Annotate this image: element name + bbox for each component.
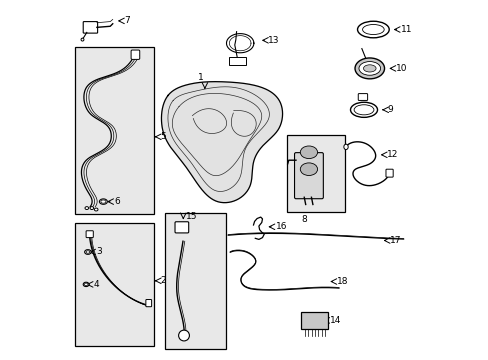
Ellipse shape: [358, 62, 380, 75]
Ellipse shape: [363, 65, 375, 72]
Ellipse shape: [300, 163, 317, 175]
Text: 16: 16: [275, 222, 286, 231]
Bar: [75, 47, 153, 214]
FancyBboxPatch shape: [145, 300, 151, 307]
Ellipse shape: [90, 207, 94, 210]
FancyBboxPatch shape: [86, 231, 93, 238]
Bar: [165, 213, 225, 349]
FancyBboxPatch shape: [83, 22, 98, 33]
Ellipse shape: [353, 105, 373, 115]
Ellipse shape: [357, 21, 388, 38]
Text: 5: 5: [160, 132, 165, 141]
Circle shape: [81, 38, 84, 41]
Ellipse shape: [99, 199, 107, 204]
Ellipse shape: [85, 207, 88, 210]
Text: 6: 6: [114, 197, 120, 206]
Ellipse shape: [94, 208, 98, 211]
Text: 14: 14: [329, 316, 340, 325]
Bar: [75, 223, 153, 346]
Bar: [301, 312, 328, 329]
FancyBboxPatch shape: [385, 169, 392, 177]
Text: 3: 3: [96, 248, 102, 256]
Text: 12: 12: [386, 150, 398, 159]
Ellipse shape: [83, 282, 89, 287]
Bar: [286, 135, 344, 212]
Circle shape: [178, 330, 189, 341]
Bar: [228, 57, 245, 65]
Ellipse shape: [343, 144, 347, 149]
Text: 4: 4: [94, 280, 99, 289]
Text: 17: 17: [389, 236, 401, 245]
Text: 15: 15: [186, 212, 197, 221]
Text: 7: 7: [123, 16, 129, 25]
Text: 1: 1: [197, 73, 203, 82]
Text: 8: 8: [301, 215, 306, 224]
Ellipse shape: [354, 58, 384, 79]
FancyBboxPatch shape: [294, 153, 323, 199]
Text: 2: 2: [160, 276, 165, 285]
Text: 13: 13: [268, 36, 279, 45]
Polygon shape: [161, 82, 282, 203]
Ellipse shape: [84, 250, 91, 254]
Ellipse shape: [350, 102, 377, 117]
Ellipse shape: [84, 283, 88, 286]
Text: 9: 9: [387, 105, 393, 114]
Ellipse shape: [101, 200, 106, 203]
Ellipse shape: [300, 146, 317, 159]
Ellipse shape: [86, 251, 89, 253]
Text: 18: 18: [336, 277, 347, 286]
FancyBboxPatch shape: [358, 94, 367, 100]
Ellipse shape: [362, 24, 384, 35]
FancyBboxPatch shape: [131, 50, 140, 59]
Text: 10: 10: [395, 64, 407, 73]
Text: 11: 11: [400, 25, 411, 34]
FancyBboxPatch shape: [175, 222, 188, 233]
